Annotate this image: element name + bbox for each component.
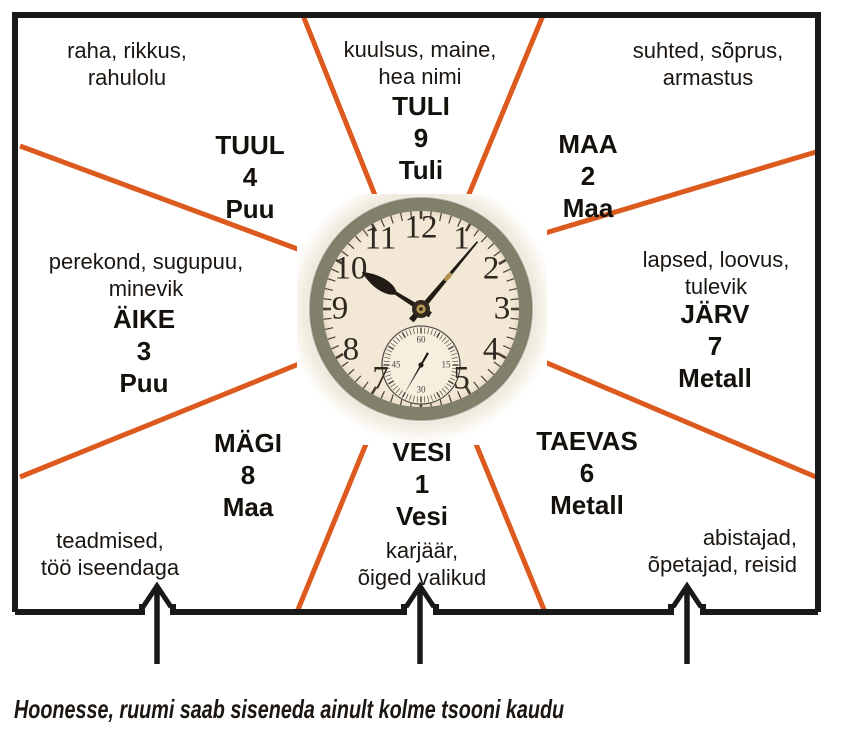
seconds-hand	[404, 352, 430, 395]
entrance-arrow-1	[140, 581, 174, 664]
clock-numeral-9: 9	[331, 290, 349, 327]
clock-numeral-5: 5	[453, 360, 470, 397]
zone-name: TUUL	[215, 130, 285, 160]
zone-desc-line: lapsed, loovus,	[642, 247, 790, 272]
zone-desc-line: abistajad,	[702, 525, 797, 550]
zone-left-desc: perekond, sugupuu, minevik	[49, 248, 244, 302]
clock-numeral-4: 4	[482, 331, 500, 367]
entrance-arrows	[140, 581, 704, 664]
clock-numeral-12: 12	[404, 209, 438, 246]
zone-top-left-desc: raha, rikkus, rahulolu	[67, 37, 187, 91]
zone-element: Puu	[119, 368, 169, 398]
subdial-numeral-15: 15	[441, 359, 451, 370]
zone-desc-line: teadmised,	[56, 528, 164, 553]
zone-number: 6	[579, 458, 595, 488]
clock-numeral-3: 3	[493, 290, 511, 327]
zone-desc-line: rahulolu	[87, 65, 167, 90]
subdial-numeral-60: 60	[416, 334, 426, 345]
clock-numeral-10: 10	[334, 250, 368, 286]
zone-desc-line: perekond, sugupuu,	[48, 249, 244, 274]
clock-hands	[361, 241, 479, 395]
zone-name: TAEVAS	[536, 426, 638, 456]
border-bottom-with-gaps	[15, 604, 818, 615]
zone-number: 1	[414, 469, 430, 499]
zone-number: 9	[413, 123, 429, 153]
zone-name: VESI	[392, 437, 452, 467]
zone-element: Vesi	[395, 501, 449, 531]
zone-right-desc: lapsed, loovus, tulevik	[643, 246, 790, 300]
caption: Hoonesse, ruumi saab siseneda ainult kol…	[14, 694, 565, 724]
zone-number: 2	[580, 161, 596, 191]
minute-ticks	[323, 211, 519, 407]
zone-name: TULI	[392, 91, 450, 121]
zone-desc-line: raha, rikkus,	[67, 38, 187, 63]
entrance-arrow-2	[403, 581, 437, 664]
entrance-arrow-3	[670, 581, 704, 664]
zone-top-right-title: MAA 2 Maa	[558, 128, 617, 224]
clock-numeral-7: 7	[372, 360, 389, 397]
zone-desc-line: kuulsus, maine,	[343, 37, 497, 62]
zone-desc-line: hea nimi	[378, 64, 462, 89]
zone-bottom-center-title: VESI 1 Vesi	[392, 436, 451, 532]
subdial-numeral-30: 30	[416, 384, 426, 395]
zone-element: Metall	[678, 363, 752, 393]
zone-desc-line: õiged valikud	[357, 565, 487, 590]
zone-number: 3	[136, 336, 152, 366]
subdial-ticks	[383, 327, 459, 403]
zone-desc-line: karjäär,	[385, 538, 459, 563]
clock-hub	[412, 300, 430, 318]
zone-name: ÄIKE	[112, 304, 176, 334]
zone-number: 8	[240, 460, 256, 490]
zone-element: Tuli	[398, 155, 444, 185]
clock-numeral-2: 2	[482, 250, 500, 286]
zone-element: Puu	[225, 194, 275, 224]
zone-name: JÄRV	[680, 299, 750, 329]
zone-element: Metall	[550, 490, 624, 520]
zone-number: 7	[707, 331, 723, 361]
zone-desc-line: tulevik	[684, 274, 748, 299]
subdial-numeral-45: 45	[391, 359, 401, 370]
zone-top-right-desc: suhted, sõprus, armastus	[633, 37, 783, 91]
zone-element: Maa	[222, 492, 274, 522]
clock-dial	[307, 195, 535, 423]
zone-bottom-left-desc: teadmised, töö iseendaga	[41, 527, 179, 581]
clock-outer-edge	[307, 195, 535, 423]
zone-bottom-left-title: MÄGI 8 Maa	[214, 427, 282, 523]
zone-desc-line: töö iseendaga	[40, 555, 180, 580]
clock-numeral-1: 1	[453, 220, 470, 257]
zone-bottom-center-desc: karjäär, õiged valikud	[358, 537, 486, 591]
zone-name: MÄGI	[214, 428, 282, 458]
clock-numeral-11: 11	[364, 220, 397, 257]
zone-bottom-right-title: TAEVAS 6 Metall	[536, 425, 638, 521]
zone-top-center-desc: kuulsus, maine, hea nimi	[344, 36, 497, 90]
zone-bottom-right-desc: abistajad, õpetajad, reisid	[648, 524, 797, 578]
zone-element: Maa	[562, 193, 614, 223]
zone-desc-line: suhted, sõprus,	[632, 38, 784, 63]
diagram-border	[12, 12, 821, 615]
clock-numeral-8: 8	[342, 331, 360, 367]
zone-right-title: JÄRV 7 Metall	[678, 298, 752, 394]
zone-name: MAA	[558, 129, 618, 159]
zone-top-center-title: TULI 9 Tuli	[392, 90, 450, 186]
zone-number: 4	[242, 162, 258, 192]
zone-left-title: ÄIKE 3 Puu	[113, 303, 175, 399]
zone-desc-line: õpetajad, reisid	[647, 552, 797, 577]
clock-rim-shade	[309, 197, 533, 421]
zone-desc-line: armastus	[662, 65, 754, 90]
zone-desc-line: minevik	[108, 276, 184, 301]
zone-top-left-title: TUUL 4 Puu	[215, 129, 284, 225]
border-top-sides	[12, 12, 821, 612]
clock-photo: 12 1 2 3 4 5 7 8 9 10 11 60 15 30 45	[297, 194, 547, 445]
